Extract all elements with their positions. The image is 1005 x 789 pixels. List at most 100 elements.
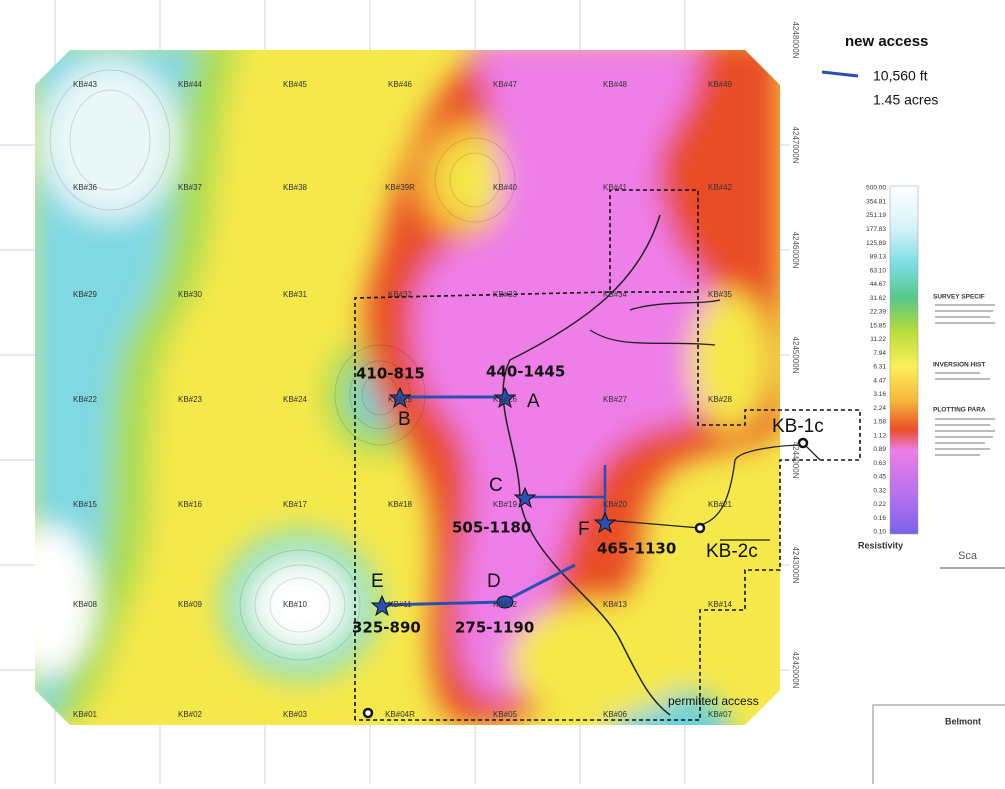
station-label: KB#17	[283, 500, 308, 509]
station-label: KB#49	[708, 80, 733, 89]
title-block-text: Belmont	[945, 716, 981, 726]
station-label: KB#15	[73, 500, 98, 509]
side-note-lines	[935, 304, 995, 456]
station-label: KB#11	[388, 600, 412, 609]
station-label: KB#25	[388, 395, 413, 404]
colorbar-label: 7.94	[873, 350, 886, 357]
station-label: KB#18	[388, 500, 413, 509]
legend-line	[821, 70, 859, 78]
station-label: KB#45	[283, 80, 308, 89]
northing-label: 4247000N	[791, 127, 800, 164]
station-label: KB#30	[178, 290, 203, 299]
route-label: permitted access	[668, 694, 759, 708]
colorbar-label: 0.16	[873, 515, 886, 522]
site-name: C	[489, 475, 503, 496]
station-label: KB#20	[603, 500, 628, 509]
colorbar	[889, 185, 919, 535]
side-note: PLOTTING PARA	[933, 407, 986, 414]
colorbar-label: 177.83	[866, 226, 886, 233]
station-label: KB#08	[73, 600, 98, 609]
legend-length: 10,560 ft	[873, 68, 928, 84]
site-name: B	[398, 409, 411, 430]
colorbar-label: 2.24	[873, 405, 886, 412]
northings: 4248000N 4247000N 4246000N 4245000N 4244000N…	[791, 22, 800, 689]
station-label: KB#07	[708, 710, 733, 719]
title-block	[872, 704, 1005, 789]
station-label: KB#06	[603, 710, 628, 719]
northing-label: 4245000N	[791, 337, 800, 374]
station-label: KB#44	[178, 80, 203, 89]
station-label: KB#10	[283, 600, 308, 609]
legend-title: new access	[845, 33, 928, 50]
station-label: KB#47	[493, 80, 518, 89]
northing-label: 4242000N	[791, 652, 800, 689]
colorbar-label: 251.19	[866, 212, 886, 219]
scale-label: Sca	[958, 550, 978, 562]
station-label: KB#05	[493, 710, 518, 719]
station-label: KB#41	[603, 183, 628, 192]
station-label: KB#27	[603, 395, 628, 404]
side-note: INVERSION HIST	[933, 362, 985, 369]
colorbar-label: 22.39	[870, 309, 887, 316]
station-label: KB#35	[708, 290, 733, 299]
northing-label: 4243000N	[791, 547, 800, 584]
well-label: KB-1c	[772, 416, 824, 437]
colorbar-label: 0.32	[873, 487, 886, 494]
colorbar-label: 0.89	[873, 446, 886, 453]
northing-label: 4246000N	[791, 232, 800, 269]
station-label: KB#01	[73, 710, 98, 719]
station-label: KB#46	[388, 80, 413, 89]
station-label: KB#23	[178, 395, 203, 404]
colorbar-label: 44.67	[870, 281, 887, 288]
station-label: KB#43	[73, 80, 98, 89]
colorbar-label: 354.81	[866, 198, 886, 205]
station-label: KB#32	[388, 290, 413, 299]
station-label: KB#03	[283, 710, 308, 719]
site-name: E	[371, 571, 384, 592]
station-label: KB#21	[708, 500, 733, 509]
station-label: KB#12	[493, 600, 518, 609]
station-label: KB#16	[178, 500, 203, 509]
station-label: KB#13	[603, 600, 628, 609]
site-name: F	[578, 519, 590, 540]
station-label: KB#36	[73, 183, 98, 192]
site-range: 465-1130	[597, 540, 676, 558]
site-range: 275-1190	[455, 619, 534, 637]
station-label: KB#28	[708, 395, 733, 404]
colorbar-label: 6.31	[873, 364, 886, 371]
station-label: KB#48	[603, 80, 628, 89]
colorbar-label: 0.63	[873, 460, 886, 467]
colorbar-label: 63.10	[870, 267, 887, 274]
station-label: KB#38	[283, 183, 308, 192]
colorbar-label: 500.00	[866, 185, 886, 192]
station-label: KB#02	[178, 710, 203, 719]
site-markers	[370, 386, 617, 617]
site-range: 325-890	[352, 619, 421, 637]
side-note: SURVEY SPECIF	[933, 294, 985, 301]
station-label: KB#42	[708, 183, 733, 192]
colorbar-title: Resistivity	[858, 540, 903, 550]
resistivity-map	[35, 50, 780, 725]
colorbar-label: 4.47	[873, 377, 886, 384]
site-name: A	[527, 391, 540, 412]
colorbar-label: 15.85	[870, 322, 887, 329]
station-label: KB#40	[493, 183, 518, 192]
colorbar-label: 0.45	[873, 474, 886, 481]
northing-label: 4244000N	[791, 442, 800, 479]
northing-label: 4248000N	[791, 22, 800, 59]
station-label: KB#19	[493, 500, 518, 509]
colorbar-label: 3.16	[873, 391, 886, 398]
colorbar-labels: 500.00 354.81 251.19 177.83 125.89 89.13 63.10…	[866, 185, 886, 536]
station-label: KB#33	[493, 290, 518, 299]
site-range: 410-815	[356, 365, 425, 383]
station-label: KB#37	[178, 183, 203, 192]
colorbar-label: 1.12	[873, 432, 886, 439]
station-label: KB#31	[283, 290, 308, 299]
station-label: KB#24	[283, 395, 308, 404]
site-range: 505-1180	[452, 519, 531, 537]
colorbar-label: 0.22	[873, 501, 886, 508]
colorbar-label: 0.10	[873, 529, 886, 536]
station-label: KB#14	[708, 600, 733, 609]
permit-boundary	[354, 189, 861, 721]
